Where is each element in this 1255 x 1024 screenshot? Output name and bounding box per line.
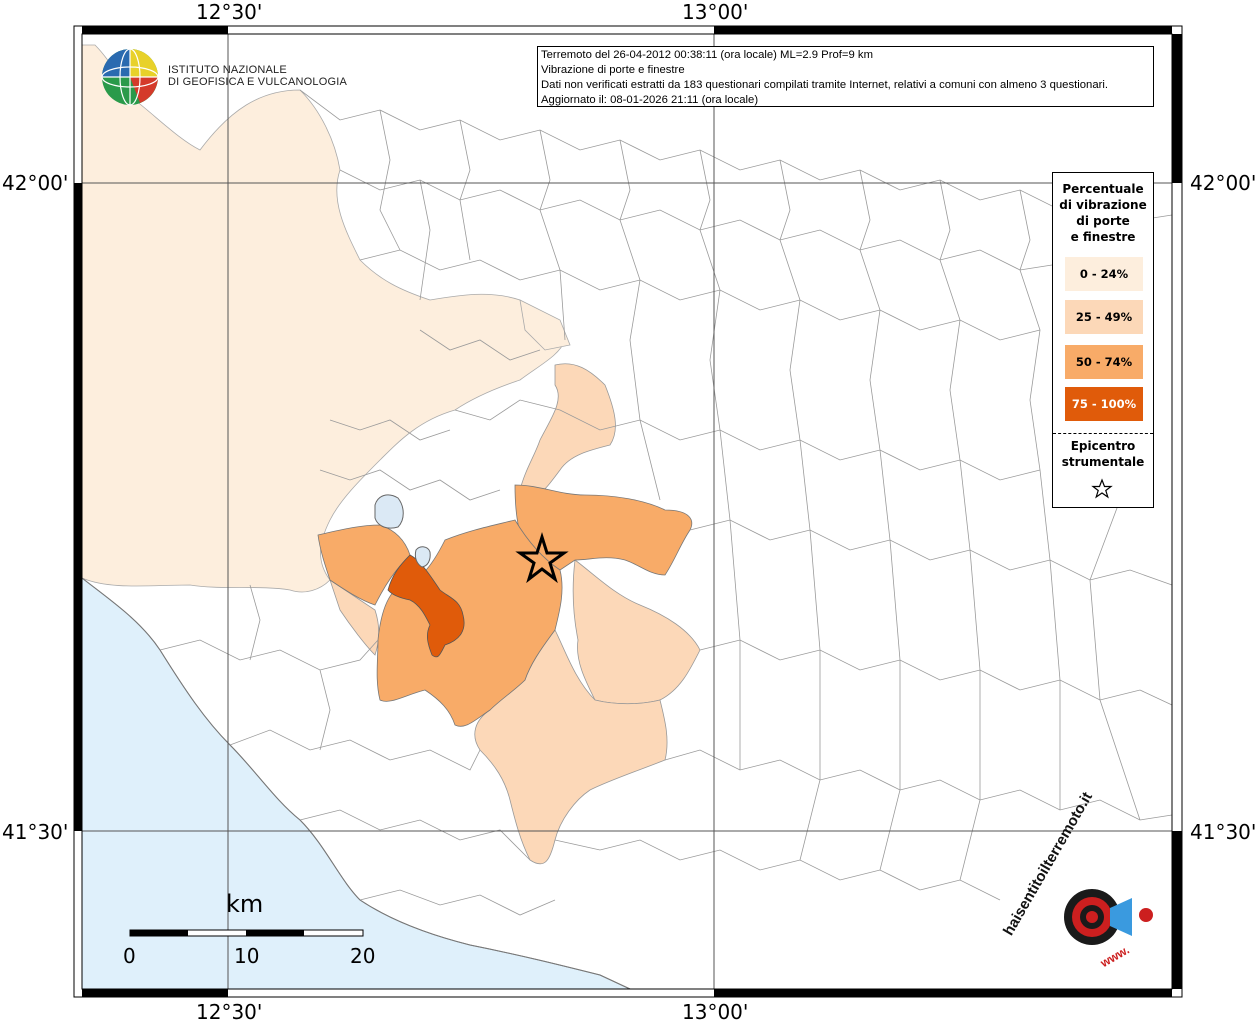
event-info-line1: Terremoto del 26-04-2012 00:38:11 (ora l… — [541, 49, 873, 61]
legend-class-75-100: 75 - 100% — [1065, 387, 1143, 421]
scale-unit: km — [226, 890, 264, 918]
event-info-line4: Aggiornato il: 08-01-2026 21:11 (ora loc… — [541, 94, 759, 106]
lon-label-bottom-left: 12°30' — [196, 1000, 263, 1024]
ingv-logo-icon — [101, 48, 159, 106]
epicenter-star-icon — [515, 531, 569, 584]
institute-name-line1: ISTITUTO NAZIONALE — [168, 64, 287, 76]
legend-class-50-74: 50 - 74% — [1065, 345, 1143, 379]
event-info-box: Terremoto del 26-04-2012 00:38:11 (ora l… — [537, 46, 1154, 107]
legend-class-25-49: 25 - 49% — [1065, 300, 1143, 334]
hsit-logo-icon — [1064, 889, 1153, 945]
legend-epicenter-line2: strumentale — [1061, 455, 1145, 469]
scale-tick-0: 0 — [123, 944, 136, 968]
lon-label-bottom-right: 13°00' — [682, 1000, 749, 1024]
lat-label-lower-right: 41°30' — [1190, 820, 1255, 844]
scale-tick-10: 10 — [234, 944, 260, 968]
legend: Percentuale di vibrazione di porte e fin… — [1052, 172, 1154, 508]
scale-tick-20: 20 — [350, 944, 376, 968]
event-info-line3: Dati non verificati estratti da 183 ques… — [541, 79, 1109, 91]
institute-name: ISTITUTO NAZIONALE DI GEOFISICA E VULCAN… — [168, 64, 347, 88]
scale-bar — [129, 929, 364, 937]
legend-separator — [1053, 433, 1153, 434]
graticule — [82, 34, 1172, 989]
lon-label-top-left: 12°30' — [196, 0, 263, 24]
legend-epicenter-line1: Epicentro — [1070, 439, 1136, 453]
lake-martignano — [414, 546, 431, 568]
legend-star-icon — [1091, 478, 1113, 499]
lat-label-lower-left: 41°30' — [2, 820, 69, 844]
event-info-line2: Vibrazione di porte e finestre — [541, 64, 685, 76]
region-class-75-100 — [387, 554, 465, 658]
legend-title-line4: e finestre — [1070, 230, 1136, 244]
lat-label-upper-right: 42°00' — [1190, 171, 1255, 195]
legend-epicenter-label: Epicentro strumentale — [1053, 438, 1153, 470]
institute-name-line2: DI GEOFISICA E VULCANOLOGIA — [168, 76, 347, 88]
legend-title-line2: di vibrazione — [1059, 198, 1147, 212]
legend-title: Percentuale di vibrazione di porte e fin… — [1053, 181, 1153, 245]
legend-title-line3: di porte — [1076, 214, 1130, 228]
map-frame — [73, 25, 1183, 998]
lat-label-upper-left: 42°00' — [2, 171, 69, 195]
legend-class-0-24: 0 - 24% — [1065, 257, 1143, 291]
municipal-boundaries — [159, 89, 1173, 916]
region-class-25-49 — [519, 363, 616, 497]
lake-bracciano — [374, 494, 404, 529]
lon-label-top-right: 13°00' — [682, 0, 749, 24]
legend-title-line1: Percentuale — [1062, 182, 1144, 196]
